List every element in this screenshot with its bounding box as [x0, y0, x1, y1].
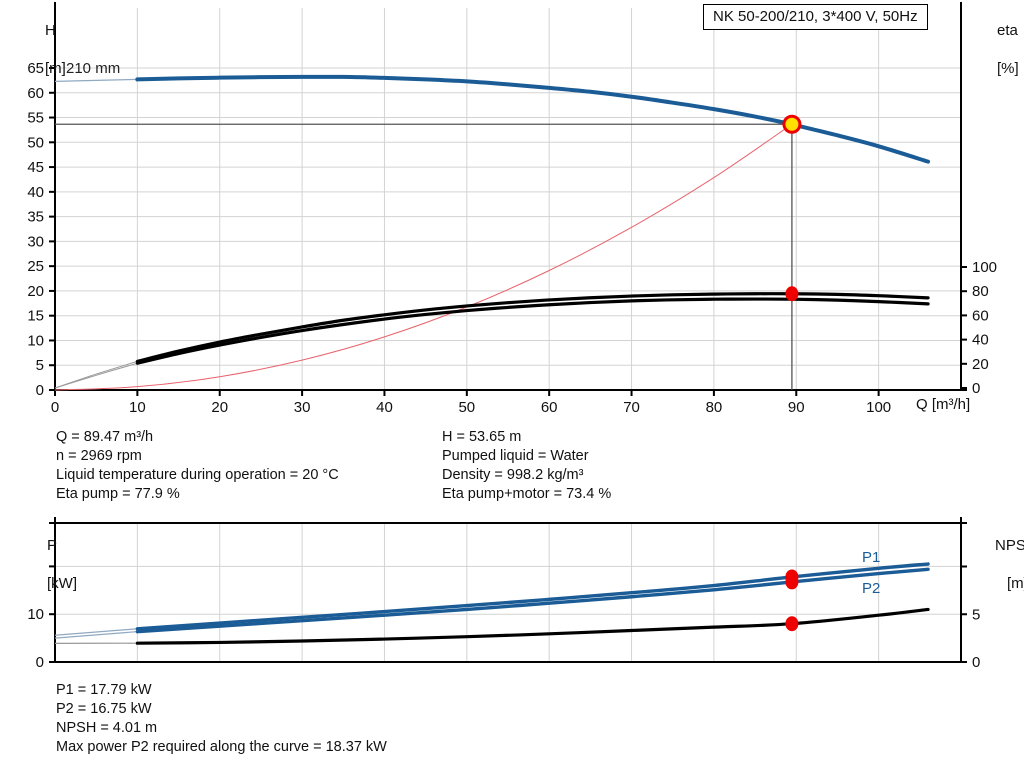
eta-tick-100: 100 — [972, 259, 997, 276]
q-tick-90: 90 — [788, 399, 805, 416]
q-tick-50: 50 — [458, 399, 475, 416]
npsh-tick-0: 0 — [972, 654, 980, 671]
power-curve-p1 — [135, 562, 930, 631]
power-data-2: NPSH = 4.01 m — [56, 720, 158, 736]
h-tick-5: 5 — [36, 357, 44, 374]
eta-axis-unit-text: [%] — [997, 60, 1019, 77]
operating-data-left-2: Liquid temperature during operation = 20… — [56, 467, 339, 483]
eta-axis-title: eta [%] — [972, 2, 1019, 97]
eta-tick-20: 20 — [972, 356, 989, 373]
operating-data-right-1: Pumped liquid = Water — [442, 448, 589, 464]
h-tick-15: 15 — [27, 308, 44, 325]
npsh-axis-title: NPSH [m] — [970, 517, 1024, 612]
eta-tick-60: 60 — [972, 307, 989, 324]
pump-title-box: NK 50-200/210, 3*400 V, 50Hz — [703, 4, 928, 30]
p-tick-0: 0 — [36, 654, 44, 671]
power-npsh-chart: 0 10 0 5 P [kW] NPSH [m] P1 P2 — [0, 515, 1024, 680]
h-tick-10: 10 — [27, 332, 44, 349]
h-tick-55: 55 — [27, 110, 44, 127]
q-tick-80: 80 — [706, 399, 723, 416]
power-data-3: Max power P2 required along the curve = … — [56, 739, 387, 755]
npsh-axis-title-text: NPSH — [995, 537, 1024, 554]
h-tick-20: 20 — [27, 283, 44, 300]
p1-curve-label: P1 — [862, 549, 881, 566]
power-curve-p2 — [135, 567, 930, 634]
operating-data-right-2: Density = 998.2 kg/m³ — [442, 467, 584, 483]
power-data-block: P1 = 17.79 kW P2 = 16.75 kW NPSH = 4.01 … — [0, 678, 1024, 778]
operating-data-block: Q = 89.47 m³/h n = 2969 rpm Liquid tempe… — [0, 425, 1024, 515]
q-tick-100: 100 — [866, 399, 891, 416]
h-axis-title-text: H — [45, 22, 56, 39]
h-tick-40: 40 — [27, 184, 44, 201]
h-axis-unit-text: [m] — [45, 60, 66, 77]
h-tick-30: 30 — [27, 233, 44, 250]
system-curve — [54, 123, 793, 391]
q-tick-10: 10 — [129, 399, 146, 416]
operating-data-left-0: Q = 89.47 m³/h — [56, 429, 154, 445]
q-tick-70: 70 — [623, 399, 640, 416]
head-duty-point[interactable] — [782, 114, 802, 134]
eta-curve-2 — [135, 297, 930, 365]
eta-tick-80: 80 — [972, 283, 989, 300]
q-tick-0: 0 — [51, 399, 59, 416]
h-tick-60: 60 — [27, 85, 44, 102]
npsh-duty-point[interactable] — [785, 616, 799, 632]
operating-data-left-3: Eta pump = 77.9 % — [56, 486, 180, 502]
q-tick-20: 20 — [211, 399, 228, 416]
h-tick-50: 50 — [27, 134, 44, 151]
h-tick-45: 45 — [27, 159, 44, 176]
head-curve — [135, 74, 931, 164]
power-npsh-plot-area: 0 10 0 5 — [27, 517, 980, 671]
p-axis-unit-text: [kW] — [47, 575, 78, 592]
p2-curve-label: P2 — [862, 580, 881, 597]
q-tick-30: 30 — [294, 399, 311, 416]
head-efficiency-plot-area: 0 5 10 15 20 25 30 35 40 45 50 55 60 65 0 20 40 60 80 100 0 1… — [27, 2, 997, 416]
power-data-1: P2 = 16.75 kW — [56, 701, 152, 717]
power-data-0: P1 = 17.79 kW — [56, 682, 152, 698]
h-tick-0: 0 — [36, 382, 44, 399]
eta-tick-0: 0 — [972, 380, 980, 397]
npsh-axis-unit-text: [m] — [1007, 575, 1024, 592]
operating-data-right-0: H = 53.65 m — [442, 429, 522, 445]
p-axis-title-text: P — [47, 537, 58, 554]
operating-data-right-3: Eta pump+motor = 73.4 % — [442, 486, 612, 502]
h-tick-25: 25 — [27, 258, 44, 275]
p-axis-title: P [kW] — [22, 517, 77, 612]
p2-duty-point[interactable] — [785, 574, 799, 590]
q-tick-40: 40 — [376, 399, 393, 416]
h-tick-35: 35 — [27, 209, 44, 226]
head-efficiency-chart: 0 5 10 15 20 25 30 35 40 45 50 55 60 65 0 20 40 60 80 100 0 1… — [20, 2, 1019, 416]
h-tick-65: 65 — [27, 60, 44, 77]
impeller-size-label: 210 mm — [66, 60, 121, 77]
operating-data-left-1: n = 2969 rpm — [56, 448, 142, 464]
q-tick-60: 60 — [541, 399, 558, 416]
q-axis-label: Q [m³/h] — [916, 396, 971, 413]
p-tick-10: 10 — [27, 606, 44, 623]
eta-duty-point[interactable] — [785, 286, 799, 302]
h-axis-title: H [m] — [20, 2, 66, 97]
eta-axis-title-text: eta — [997, 22, 1018, 39]
eta-tick-40: 40 — [972, 332, 989, 349]
eta-curve-1 — [135, 292, 930, 363]
npsh-tick-5: 5 — [972, 606, 980, 623]
npsh-curve — [135, 607, 930, 645]
